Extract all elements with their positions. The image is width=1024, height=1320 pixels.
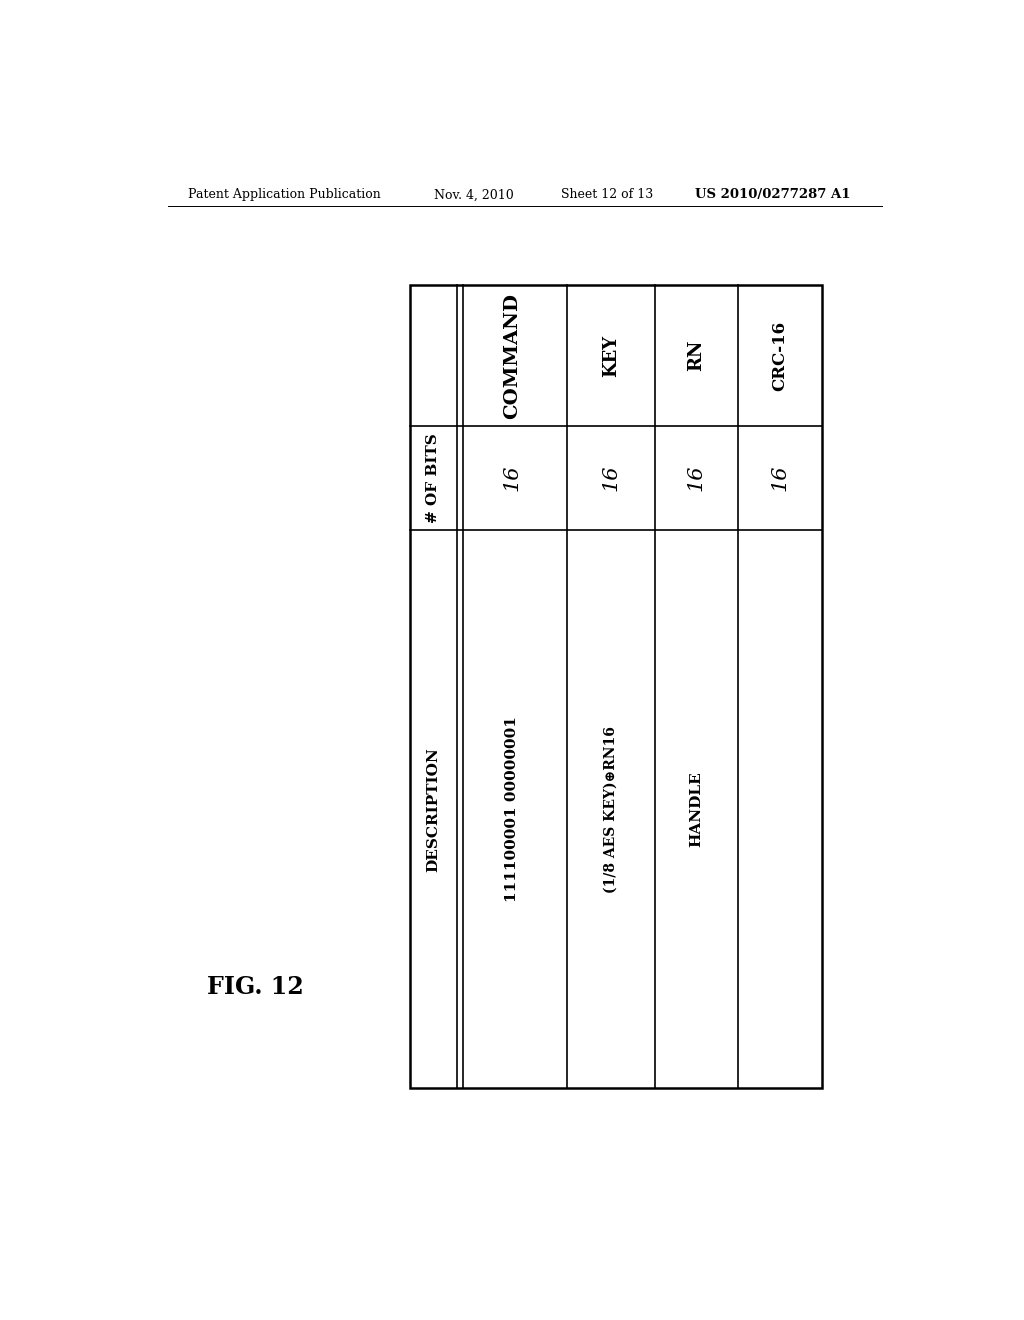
Text: KEY: KEY [602, 335, 620, 376]
Text: CRC-16: CRC-16 [772, 321, 788, 391]
Text: 16: 16 [687, 465, 706, 491]
Text: (1/8 AES KEY)⊕RN16: (1/8 AES KEY)⊕RN16 [604, 726, 617, 892]
Text: Patent Application Publication: Patent Application Publication [187, 189, 380, 202]
Text: COMMAND: COMMAND [503, 293, 521, 418]
Text: Sheet 12 of 13: Sheet 12 of 13 [560, 189, 652, 202]
Text: 16: 16 [601, 465, 621, 491]
Text: US 2010/0277287 A1: US 2010/0277287 A1 [695, 189, 851, 202]
Text: 16: 16 [771, 465, 790, 491]
Text: HANDLE: HANDLE [689, 771, 703, 847]
Bar [410, 285, 822, 1089]
Text: Nov. 4, 2010: Nov. 4, 2010 [433, 189, 513, 202]
Text: FIG. 12: FIG. 12 [207, 974, 304, 999]
Text: 16: 16 [503, 465, 521, 491]
Text: # OF BITS: # OF BITS [426, 433, 440, 523]
Text: DESCRIPTION: DESCRIPTION [426, 747, 440, 871]
Text: RN: RN [687, 341, 706, 371]
Text: 111100001 00000001: 111100001 00000001 [505, 717, 519, 903]
